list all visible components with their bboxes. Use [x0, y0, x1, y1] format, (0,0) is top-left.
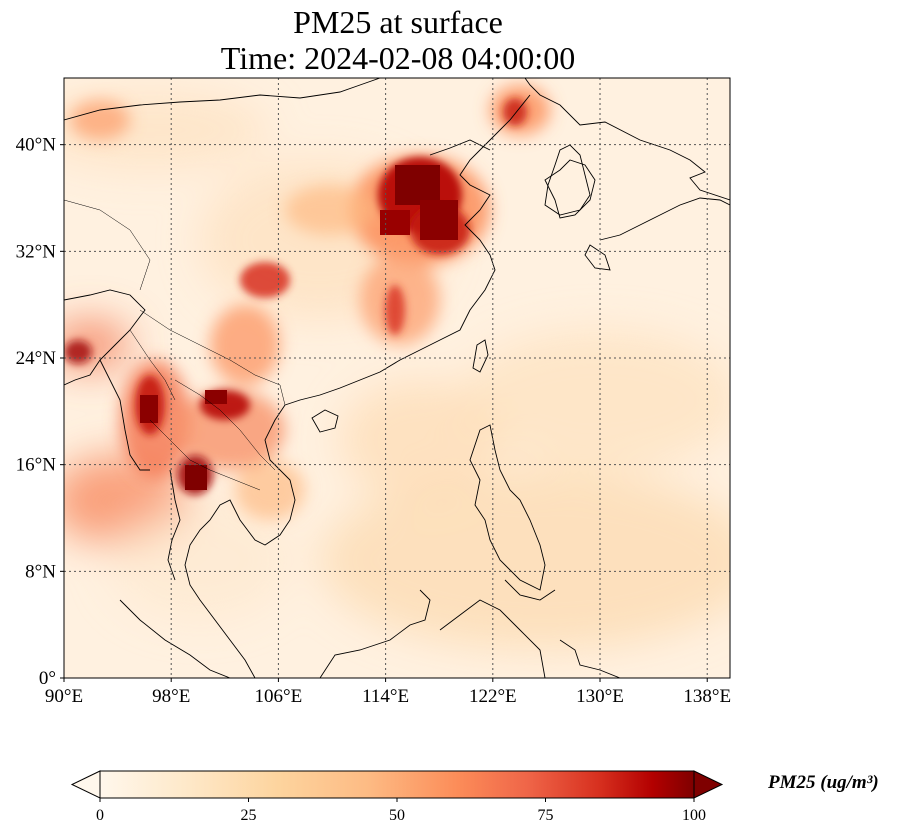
map-frame — [63, 77, 731, 679]
map-title-line-2: Time: 2024-02-08 04:00:00 — [220, 40, 576, 76]
y-tick-label: 24°N — [16, 348, 57, 369]
colorbar: 0 25 50 75 100 — [70, 770, 724, 824]
colorbar-extend-low — [70, 770, 101, 799]
x-tick-label: 122°E — [469, 686, 517, 707]
y-tick-label: 8°N — [25, 561, 56, 582]
x-axis-ticks: 90°E 98°E 106°E 114°E 122°E 130°E 138°E — [45, 678, 731, 707]
pm25-field — [64, 78, 730, 678]
y-tick-label: 16°N — [16, 455, 57, 476]
y-tick-label: 0° — [39, 668, 56, 689]
y-tick-label: 40°N — [16, 135, 57, 156]
x-tick-label: 138°E — [683, 686, 731, 707]
colorbar-tick-label: 100 — [682, 807, 706, 824]
gridlines — [64, 78, 730, 678]
colorbar-gradient — [100, 771, 694, 798]
colorbar-tick-label: 0 — [96, 807, 104, 824]
colorbar-extend-high — [693, 770, 724, 799]
x-tick-label: 90°E — [45, 686, 83, 707]
colorbar-label: PM25 (ug/m³) — [768, 772, 879, 793]
x-tick-label: 98°E — [152, 686, 190, 707]
colorbar-ticks: 0 25 50 75 100 — [96, 798, 706, 824]
colorbar-tick-label: 25 — [241, 807, 257, 824]
x-tick-label: 130°E — [576, 686, 624, 707]
y-axis-ticks: 0° 8°N 16°N 24°N 32°N 40°N — [16, 135, 64, 689]
colorbar-tick-label: 50 — [389, 807, 405, 824]
y-tick-label: 32°N — [16, 241, 57, 262]
map-title-line-1: PM25 at surface — [293, 4, 503, 40]
x-tick-label: 106°E — [255, 686, 303, 707]
x-tick-label: 114°E — [362, 686, 409, 707]
colorbar-tick-label: 75 — [538, 807, 554, 824]
